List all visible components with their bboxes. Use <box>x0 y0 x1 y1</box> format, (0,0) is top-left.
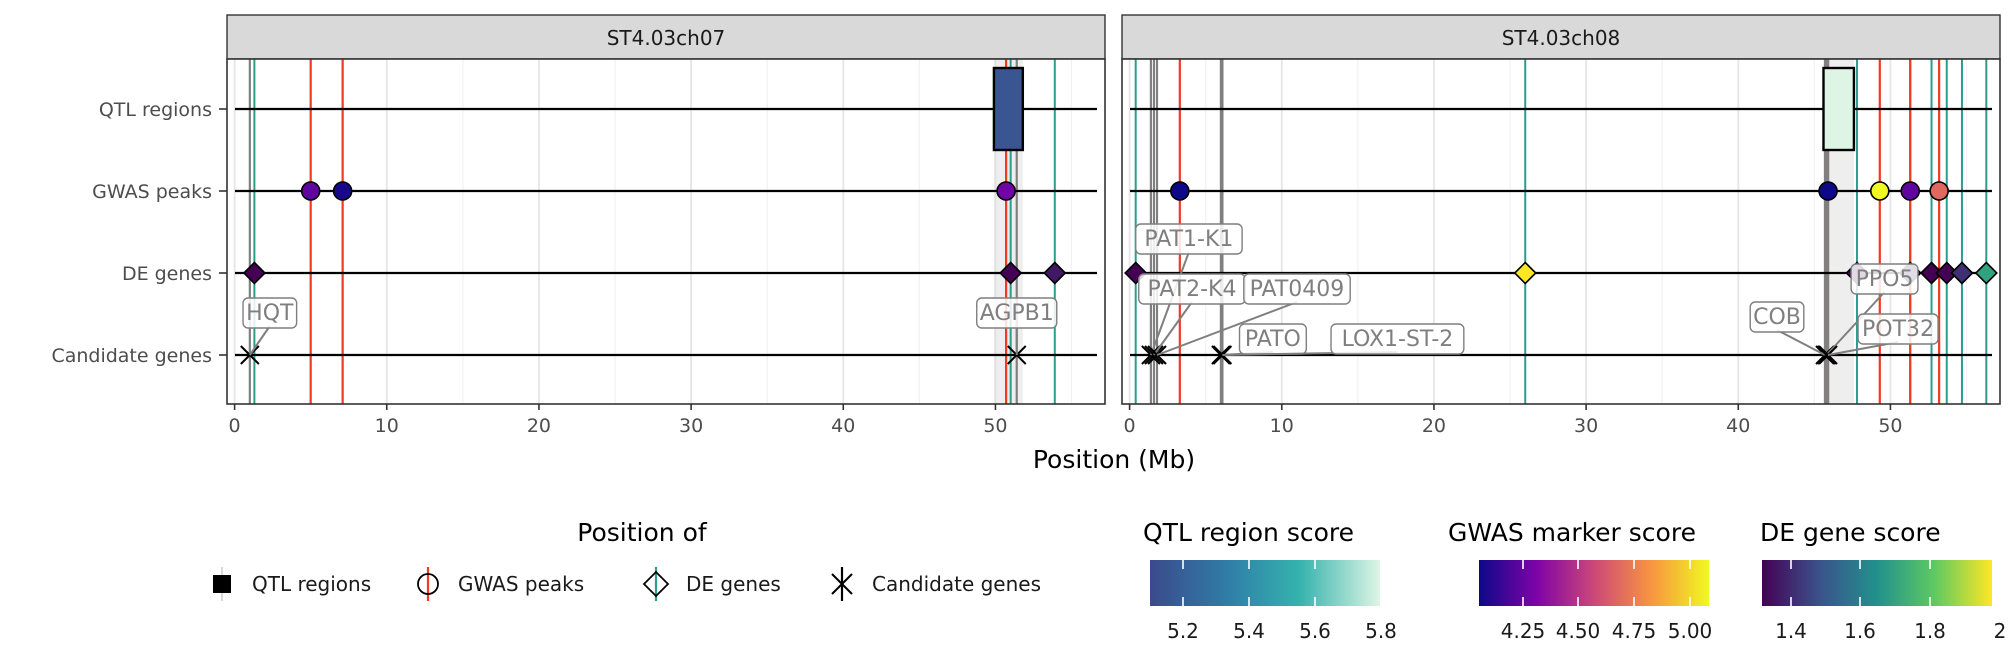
y-axis-labels: QTL regions GWAS peaks DE genes Candidate g… <box>51 99 227 367</box>
legend-key-square <box>213 575 231 593</box>
panel-title: ST4.03ch08 <box>1502 26 1621 50</box>
gene-label-COB: COB <box>1753 305 1801 330</box>
gwas-peak-point <box>1818 181 1838 201</box>
panel-background <box>227 59 1105 404</box>
gene-label-box <box>1857 313 1939 345</box>
panel-ST4.03ch07: ST4.03ch07 HQT AGPB1 0 10 20 30 40 50 <box>226 14 1106 437</box>
panel-border <box>1121 58 2001 405</box>
colorbar-tick-label: 5.4 <box>1233 619 1265 643</box>
x-tick-label: 30 <box>679 415 703 437</box>
gwas-peak-point <box>1170 181 1190 201</box>
x-tick-label: 0 <box>229 415 241 437</box>
panel-border <box>226 58 1106 405</box>
colorbar-tick-label: 5.8 <box>1365 619 1397 643</box>
gene-label-box <box>1749 301 1805 333</box>
gene-label-box <box>1850 263 1919 295</box>
colorbar-tick-label: 1.8 <box>1914 619 1946 643</box>
gene-label-PPO5: PPO5 <box>1856 267 1914 292</box>
gene-label-box <box>976 297 1058 329</box>
gene-label-leader <box>1776 329 1826 356</box>
legend-colorbar <box>1479 560 1709 606</box>
legend-gwas_title: GWAS marker score <box>1448 518 1696 547</box>
gwas-peak-point <box>300 181 321 201</box>
x-tick-label: 0 <box>1124 415 1136 437</box>
colorbar-tick-label: 4.50 <box>1556 619 1601 643</box>
x-tick-label: 20 <box>527 415 551 437</box>
gwas-peak-point <box>1900 181 1921 201</box>
qtl-region-box <box>992 66 1025 152</box>
gene-label-leader <box>249 325 271 356</box>
gene-label-AGPB1: AGPB1 <box>980 301 1054 326</box>
colorbar-tick-label: 2 <box>1994 619 2007 643</box>
gene-label-box <box>1330 323 1465 355</box>
de-gene-point <box>1935 261 1959 285</box>
colorbar-tick-label: 5.2 <box>1167 619 1199 643</box>
gene-label-box <box>1135 223 1243 255</box>
panel-title: ST4.03ch07 <box>607 26 726 50</box>
x-tick-label: 40 <box>831 415 855 437</box>
y-tick-label: DE genes <box>122 263 212 285</box>
y-tick-label: QTL regions <box>99 99 212 121</box>
x-tick-label: 50 <box>983 415 1007 437</box>
gwas-peak-point <box>1869 181 1890 201</box>
de-gene-point <box>1919 261 1944 285</box>
gene-label-box <box>242 297 298 329</box>
legend-key-circle <box>417 573 439 595</box>
panel-strip <box>1121 14 2001 60</box>
de-gene-point <box>1043 261 1067 285</box>
x-axis-title: Position (Mb) <box>1033 445 1195 474</box>
de-gene-point <box>999 261 1023 285</box>
x-tick-label: 40 <box>1726 415 1750 437</box>
gene-label-leader <box>1153 301 1193 356</box>
x-tick-label: 20 <box>1422 415 1446 437</box>
gene-label-PAT1-K1: PAT1-K1 <box>1144 227 1233 252</box>
gene-label-leader <box>1156 301 1298 356</box>
de-gene-point <box>242 261 267 285</box>
legend-de_title: DE gene score <box>1760 518 1941 547</box>
qtl-region-box <box>1822 66 1856 152</box>
panel-ST4.03ch08: ST4.03ch08 PAT1-K1 PAT2-K4 PAT0409 PATO LOX1-… <box>1121 14 2001 437</box>
gene-label-PAT2-K4: PAT2-K4 <box>1147 277 1236 302</box>
legend-colorbar <box>1150 560 1380 606</box>
colorbar-tick-label: 4.25 <box>1501 619 1546 643</box>
legend-colorbar <box>1762 560 1992 606</box>
gene-label-HQT: HQT <box>246 301 294 326</box>
legend-item-label: QTL regions <box>252 572 371 596</box>
x-tick-label: 50 <box>1878 415 1902 437</box>
gene-label-PATO: PATO <box>1245 327 1301 352</box>
panels-layer: ST4.03ch07 HQT AGPB1 0 10 20 30 40 50 ST4.03ch08 P… <box>226 14 2001 437</box>
colorbar-tick-label: 5.6 <box>1299 619 1331 643</box>
gene-label-leader <box>1825 291 1886 356</box>
de-gene-point <box>1513 261 1537 285</box>
gwas-peak-point <box>332 181 353 201</box>
de-gene-point <box>1950 261 1974 285</box>
colorbar-tick-label: 1.6 <box>1844 619 1876 643</box>
gene-label-LOX1-ST-2: LOX1-ST-2 <box>1342 327 1454 352</box>
x-tick-label: 10 <box>375 415 399 437</box>
colorbar-tick-label: 5.00 <box>1668 619 1713 643</box>
legend-key-diamond <box>642 570 670 598</box>
legend-item-label: GWAS peaks <box>458 572 584 596</box>
y-tick-label: Candidate genes <box>51 345 212 367</box>
legend-item-label: DE genes <box>686 572 781 596</box>
gene-label-PAT0409: PAT0409 <box>1250 277 1345 302</box>
y-tick-label: GWAS peaks <box>92 181 212 203</box>
x-tick-label: 30 <box>1574 415 1598 437</box>
de-gene-point <box>1974 261 1998 285</box>
panel-strip <box>226 14 1106 60</box>
gene-label-POT32: POT32 <box>1862 317 1934 342</box>
colorbar-tick-label: 1.4 <box>1775 619 1807 643</box>
gene-label-box <box>1243 273 1351 305</box>
legend-key-cross <box>831 573 853 595</box>
legend-position-title: Position of <box>577 518 708 547</box>
legend-qtl_title: QTL region score <box>1143 518 1354 547</box>
x-tick-label: 10 <box>1270 415 1294 437</box>
gwas-peak-point <box>1929 181 1949 201</box>
gwas-peak-point <box>996 181 1016 201</box>
legend-area: Position of QTL regions GWAS peaks DE genes… <box>213 518 2006 643</box>
colorbar-tick-label: 4.75 <box>1612 619 1657 643</box>
legend-item-label: Candidate genes <box>872 572 1041 596</box>
